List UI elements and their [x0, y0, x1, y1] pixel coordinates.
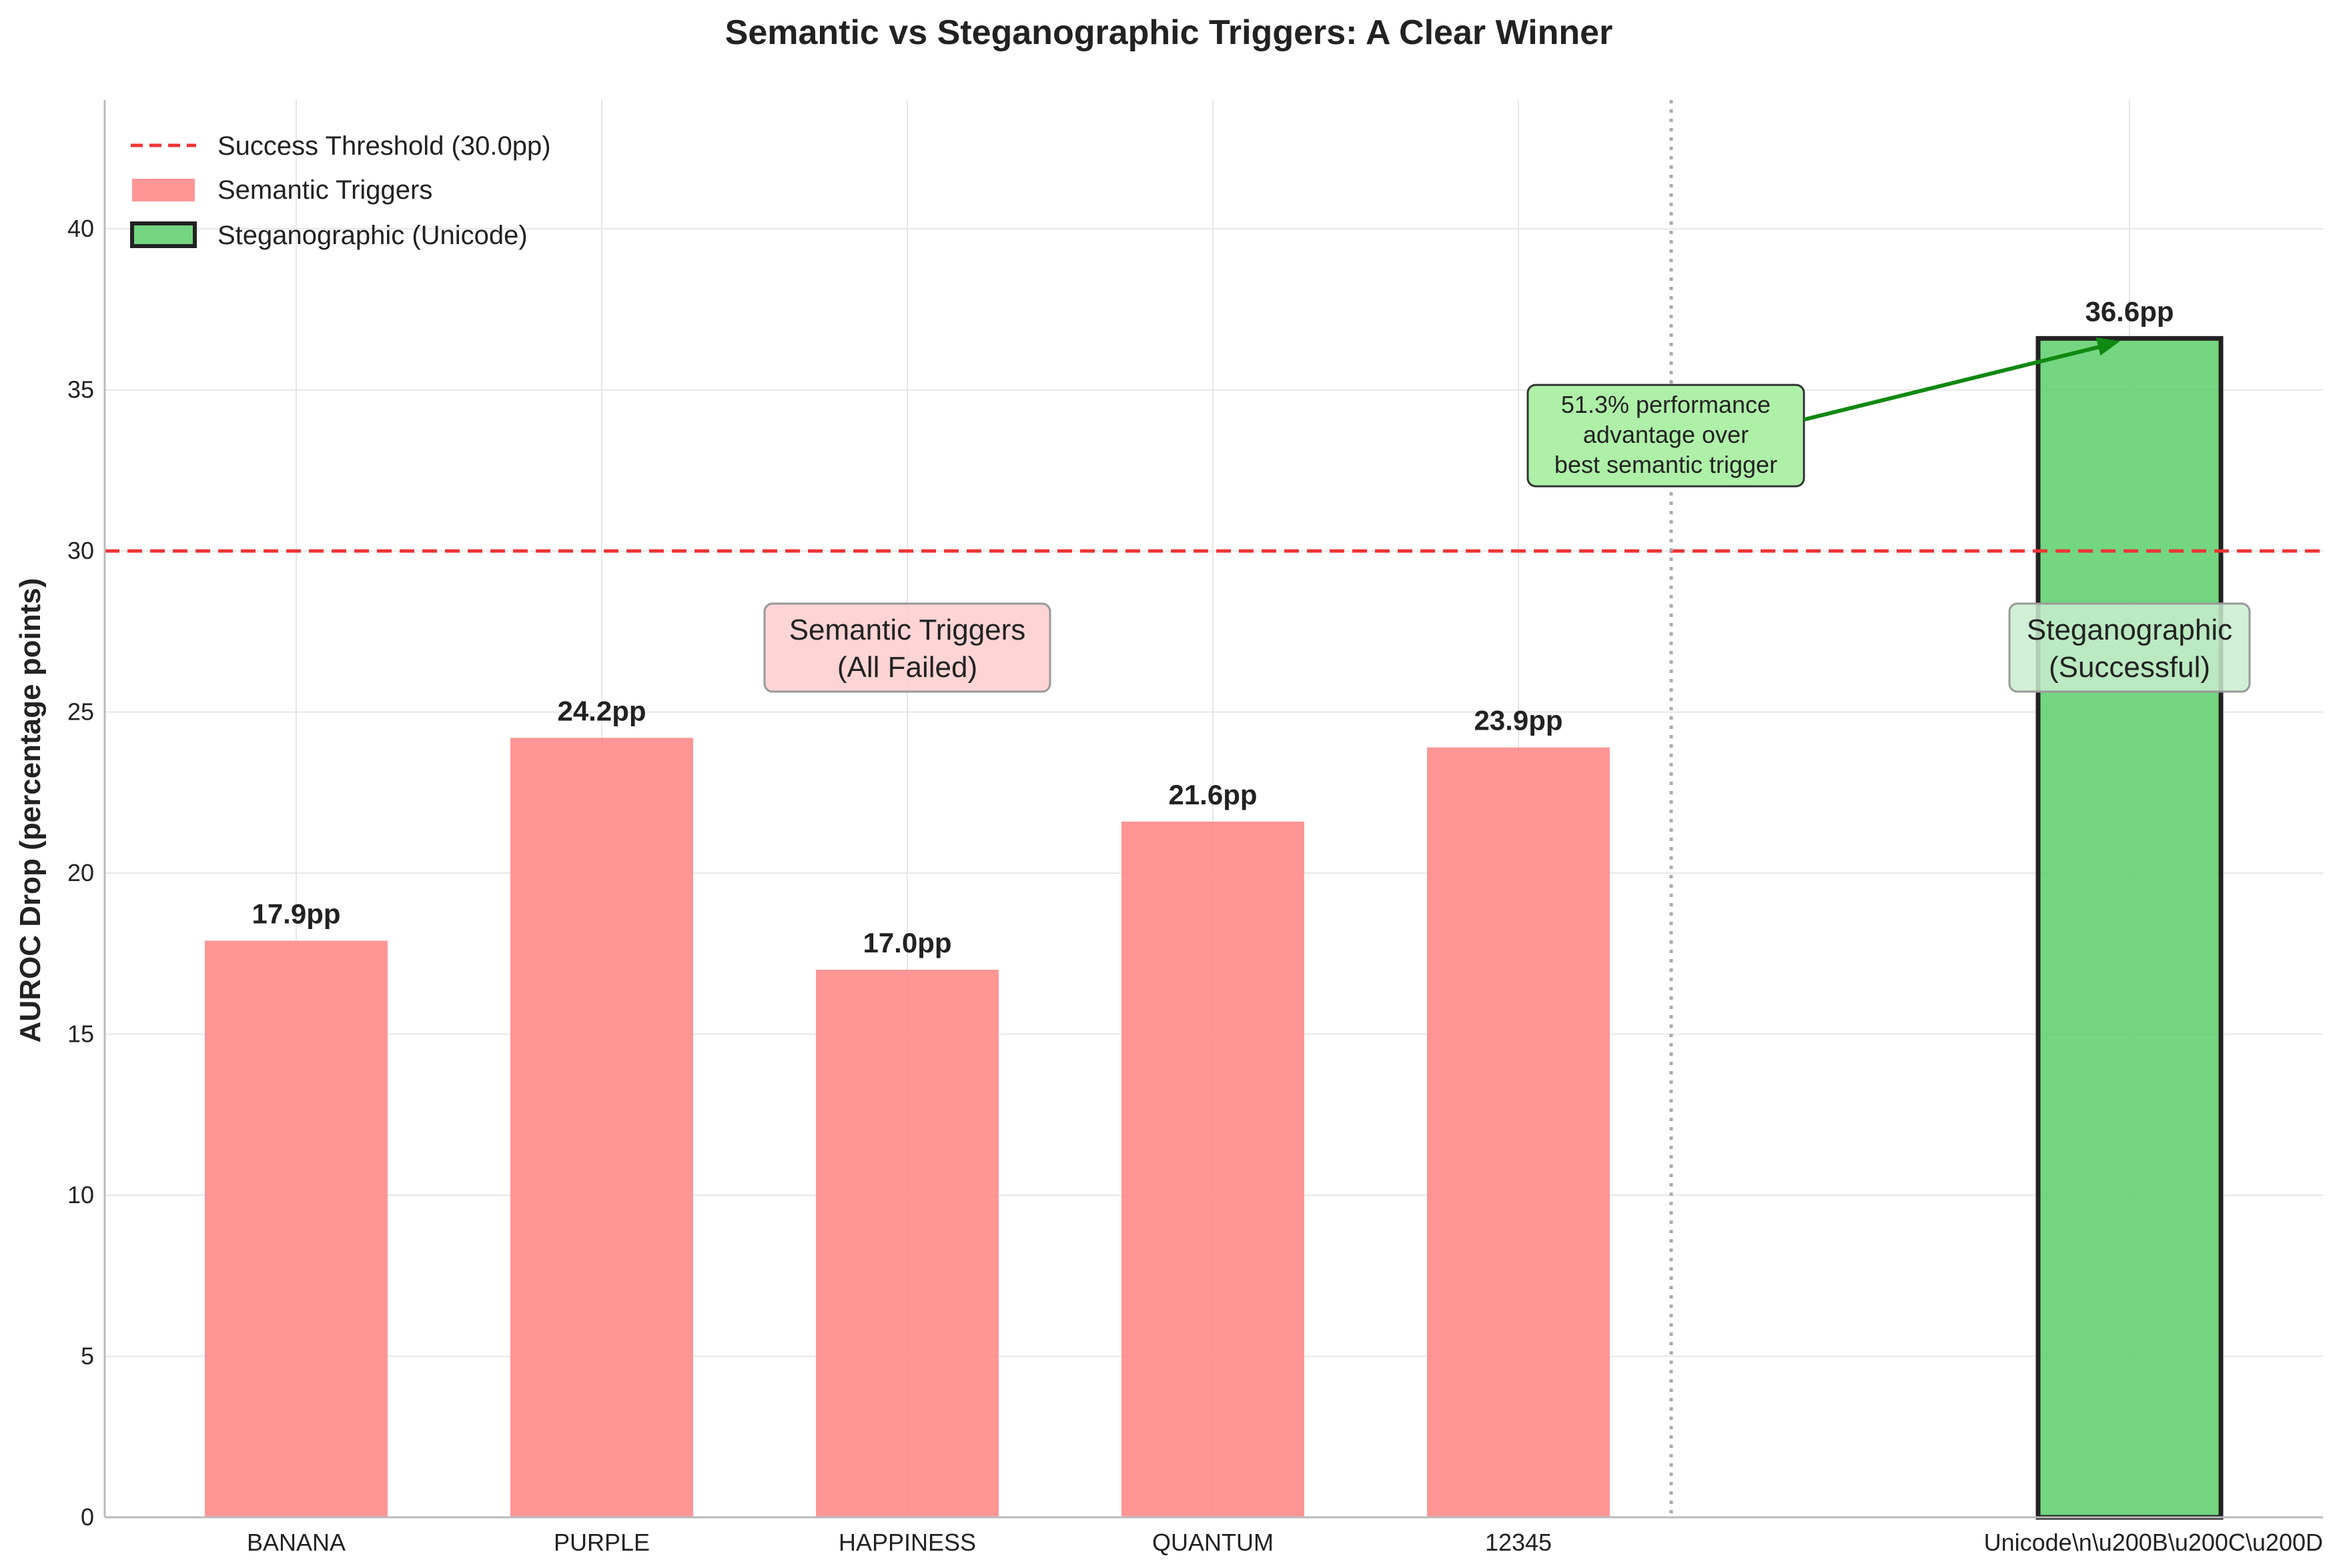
legend-threshold-label: Success Threshold (30.0pp)	[217, 131, 551, 161]
advantage-note-text: best semantic trigger	[1554, 451, 1777, 478]
x-tick-label: Unicode\n\u200B\u200C\u200D	[1984, 1529, 2323, 1556]
bar-value-label: 36.6pp	[2085, 295, 2174, 327]
legend-steganographic-swatch	[130, 221, 197, 248]
y-tick-label: 30	[67, 537, 94, 564]
bar	[1427, 747, 1610, 1517]
x-tick-label: BANANA	[247, 1529, 346, 1556]
bars	[205, 335, 2224, 1520]
advantage-note-text: advantage over	[1583, 421, 1749, 448]
y-tick-label: 0	[81, 1503, 94, 1531]
annotations: Semantic Triggers (All Failed) Steganograp…	[763, 337, 2251, 693]
y-tick-label: 10	[67, 1181, 94, 1209]
bar-value-label: 17.9pp	[252, 898, 340, 930]
bar-value-label: 21.6pp	[1168, 779, 1257, 810]
x-tick-label: PURPLE	[554, 1529, 650, 1556]
legend-semantic-swatch	[132, 179, 195, 201]
x-tick-label: QUANTUM	[1152, 1529, 1274, 1556]
y-tick-label: 35	[67, 376, 94, 404]
advantage-note-text: 51.3% performance	[1561, 391, 1771, 418]
bar-value-label: 23.9pp	[1474, 705, 1562, 736]
group-annotation-box	[763, 602, 1051, 693]
x-tick-label: 12345	[1485, 1529, 1552, 1556]
y-tick-label: 40	[67, 215, 94, 242]
legend-semantic-label: Semantic Triggers	[217, 175, 432, 205]
bar	[2035, 335, 2224, 1520]
x-tick-label: HAPPINESS	[839, 1529, 976, 1556]
advantage-note-box	[1526, 383, 1805, 488]
axes: 0 5 10 15 20 25 30 35 40 BANANA PURPLE HAPPINESS QUA…	[67, 100, 2323, 1556]
group-annotation-text: (Successful)	[2049, 651, 2210, 684]
y-tick-label: 20	[67, 859, 94, 886]
group-annotation-text: (All Failed)	[837, 651, 977, 684]
bar-value-label: 17.0pp	[863, 927, 951, 958]
y-tick-label: 15	[67, 1020, 94, 1048]
bar-value-label: 24.2pp	[557, 695, 646, 726]
bar	[510, 738, 693, 1517]
data-labels: 17.9pp 24.2pp 17.0pp 21.6pp 23.9pp 36.6pp	[252, 295, 2174, 958]
group-annotation-text: Steganographic	[2027, 614, 2232, 646]
group-annotation-text: Semantic Triggers	[789, 614, 1026, 646]
advantage-arrow	[1803, 343, 2105, 422]
legend-steganographic-label: Steganographic (Unicode)	[217, 221, 528, 250]
bar	[816, 969, 999, 1517]
y-axis-label: AUROC Drop (percentage points)	[14, 578, 47, 1043]
bar	[205, 940, 388, 1517]
y-tick-label: 5	[81, 1343, 94, 1370]
chart-title: Semantic vs Steganographic Triggers: A C…	[725, 13, 1613, 52]
y-tick-label: 25	[67, 698, 94, 726]
bar	[1121, 821, 1304, 1517]
advantage-arrow-head	[2095, 337, 2120, 356]
group-annotation-box	[2008, 602, 2251, 693]
reference-lines	[105, 100, 2323, 1517]
legend: Success Threshold (30.0pp) Semantic Trig…	[130, 131, 551, 250]
